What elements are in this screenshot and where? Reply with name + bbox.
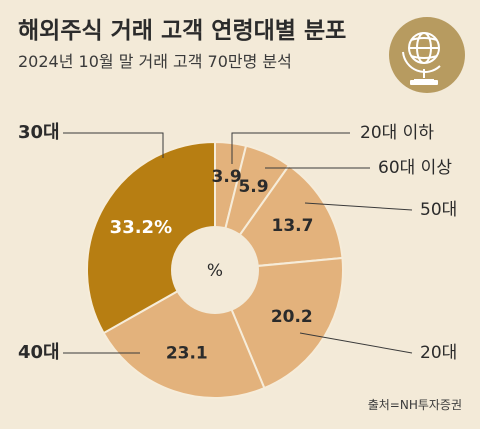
chart-title: 해외주식 거래 고객 연령대별 분포 bbox=[18, 18, 346, 44]
leader-line bbox=[304, 202, 413, 211]
category-label: 30대 bbox=[18, 122, 60, 143]
globe-icon bbox=[389, 17, 465, 93]
leader-lines bbox=[63, 132, 413, 354]
category-label: 60대 이상 bbox=[378, 158, 452, 178]
globe-icon-circle bbox=[389, 17, 465, 93]
leader-line bbox=[63, 132, 164, 158]
slice-value-label: 13.7 bbox=[272, 216, 314, 236]
leader-line bbox=[231, 132, 350, 164]
leader-line bbox=[299, 332, 413, 354]
slice-value-label: 23.1 bbox=[166, 343, 208, 363]
center-unit-label: % bbox=[207, 261, 223, 281]
donut-hole bbox=[171, 226, 259, 314]
chart-subtitle: 2024년 10월 말 거래 고객 70만명 분석 bbox=[18, 52, 292, 71]
category-labels: 20대 이하 60대 이상 50대 20대 40대 30대 bbox=[18, 122, 457, 363]
slice-value-label: 3.9 bbox=[212, 167, 242, 187]
category-label: 20대 bbox=[420, 343, 457, 363]
slice-value-label: 5.9 bbox=[238, 177, 268, 197]
value-labels: 3.95.913.7 20.2 23.1 33.2% bbox=[110, 167, 314, 363]
slice-value-label: 20.2 bbox=[271, 307, 313, 327]
category-label: 40대 bbox=[18, 342, 60, 363]
source-note: 출처=NH투자증권 bbox=[368, 398, 462, 412]
slice-value-label: 33.2% bbox=[110, 217, 172, 238]
category-label: 50대 bbox=[420, 200, 457, 220]
category-label: 20대 이하 bbox=[360, 123, 434, 143]
